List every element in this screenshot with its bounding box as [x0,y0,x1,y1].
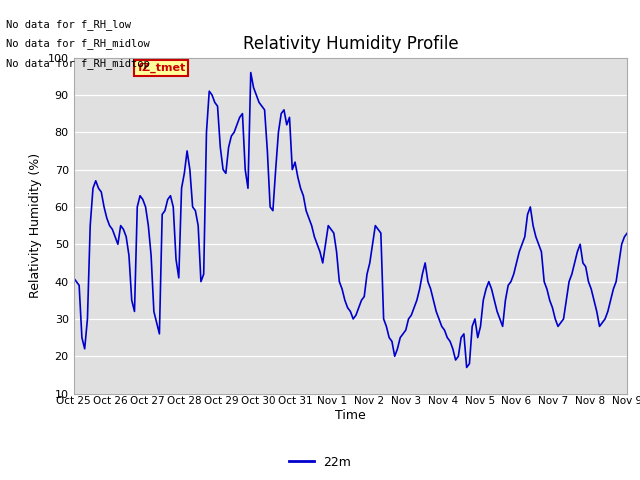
Y-axis label: Relativity Humidity (%): Relativity Humidity (%) [29,153,42,298]
Text: No data for f_RH_midlow: No data for f_RH_midlow [6,38,150,49]
Legend: 22m: 22m [284,451,356,474]
X-axis label: Time: Time [335,409,366,422]
Text: No data for f_RH_midtop: No data for f_RH_midtop [6,58,150,69]
Title: Relativity Humidity Profile: Relativity Humidity Profile [243,35,458,53]
Text: No data for f_RH_low: No data for f_RH_low [6,19,131,30]
Text: fZ_tmet: fZ_tmet [137,63,186,73]
